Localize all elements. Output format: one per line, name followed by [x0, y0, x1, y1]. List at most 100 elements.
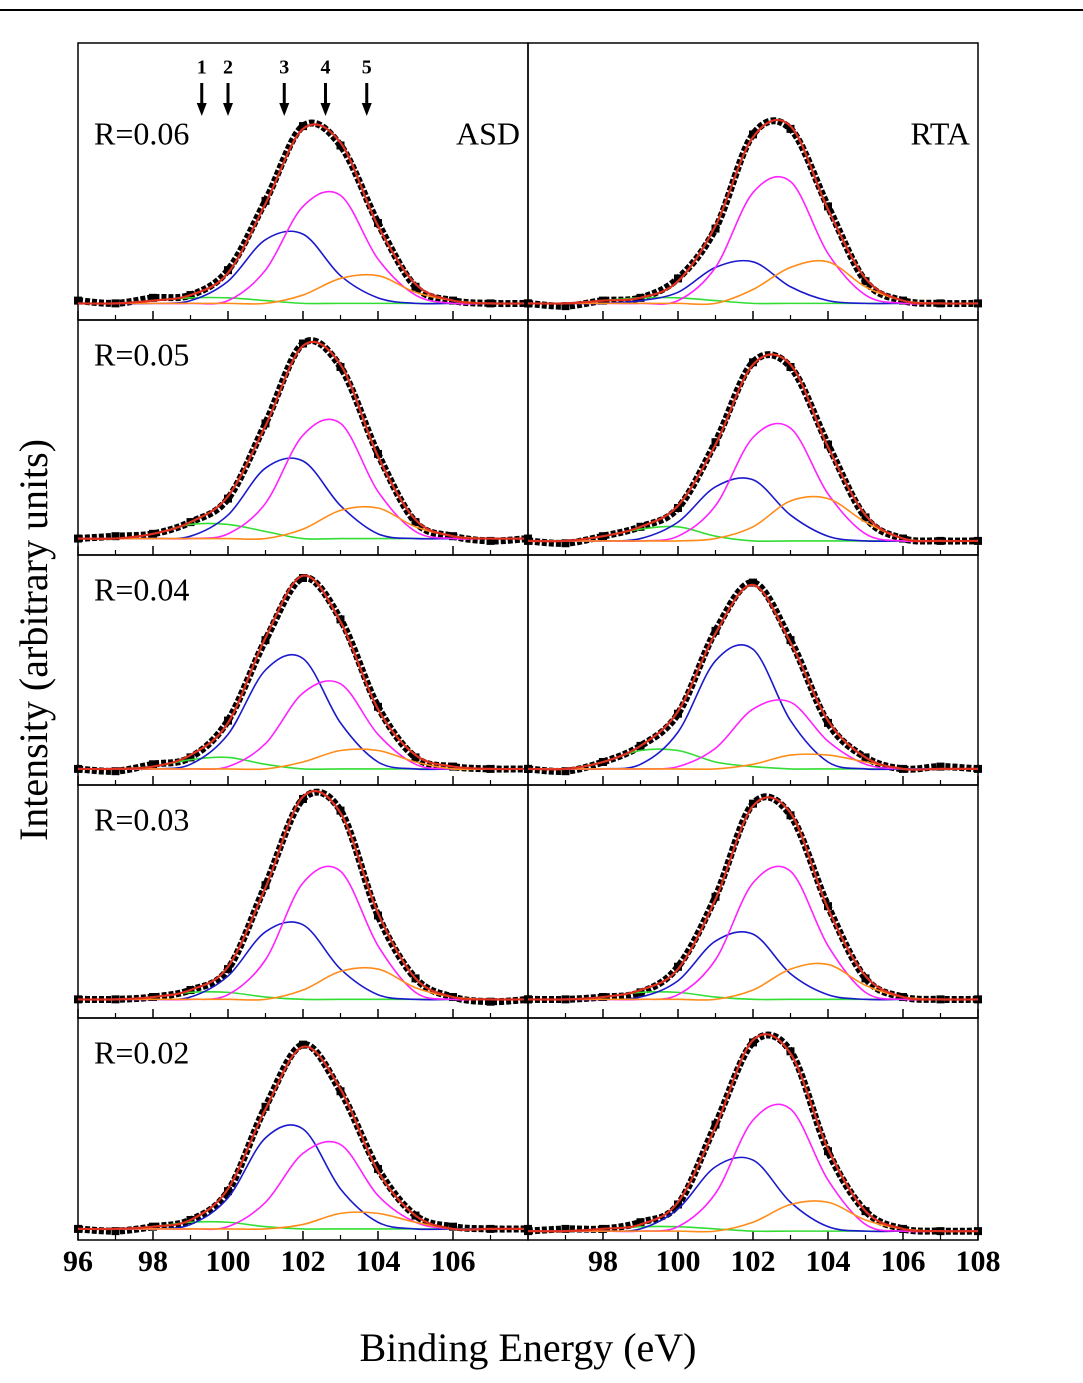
panel-annotation: R=0.06: [94, 115, 189, 151]
data-point: [674, 962, 682, 971]
arrow-head: [361, 103, 372, 116]
data-point: [374, 219, 382, 228]
fit-curve: [527, 796, 979, 1001]
data-point: [111, 1227, 120, 1236]
fit-curve: [77, 340, 529, 540]
data-point: [74, 296, 82, 305]
panel-annotation: R=0.02: [94, 1034, 189, 1070]
x-tick-label: 104: [806, 1245, 851, 1278]
x-tick-label: 100: [206, 1245, 251, 1278]
x-tick-label: 98: [138, 1245, 168, 1278]
data-point: [149, 760, 157, 769]
data-point: [336, 141, 345, 150]
data-point: [711, 626, 720, 635]
arrow-head: [320, 103, 331, 116]
y-axis-label: Intensity (arbitrary units): [11, 439, 56, 841]
data-point: [336, 1087, 345, 1096]
fit-curve: [527, 118, 979, 305]
data-point: [936, 762, 945, 771]
data-point: [674, 709, 682, 718]
data-point: [299, 1040, 307, 1049]
data-point: [224, 1187, 232, 1196]
data-point: [111, 532, 120, 541]
data-point: [261, 196, 270, 205]
x-axis-label: Binding Energy (eV): [360, 1325, 697, 1370]
arrow-label: 4: [321, 57, 331, 79]
x-tick-label: 102: [281, 1245, 326, 1278]
data-point: [411, 518, 420, 527]
data-point: [449, 1222, 457, 1231]
data-point: [749, 358, 757, 367]
fit-curve: [77, 123, 529, 305]
data-point: [224, 266, 232, 275]
arrow-label: 2: [223, 57, 233, 79]
data-point: [149, 293, 157, 302]
data-point: [561, 539, 570, 548]
data-point: [299, 339, 307, 348]
panel-annotation: R=0.05: [94, 336, 189, 372]
data-point: [186, 753, 195, 762]
data-point: [674, 1200, 682, 1209]
data-point: [824, 202, 832, 211]
arrow-label: 3: [279, 57, 289, 79]
x-tick-label: 106: [431, 1245, 476, 1278]
panel-title: RTA: [910, 115, 970, 151]
data-point: [786, 811, 795, 820]
fit-curve: [77, 1045, 528, 1231]
fit-curve: [527, 353, 979, 543]
data-point: [561, 302, 570, 311]
fit-curve: [527, 1033, 979, 1233]
data-point: [224, 494, 232, 503]
fit-curve: [77, 790, 529, 1001]
data-point: [861, 974, 870, 983]
data-point: [674, 274, 682, 283]
data-point: [299, 574, 307, 582]
x-tick-label: 106: [881, 1245, 926, 1278]
fit-curve: [77, 574, 529, 771]
arrow-label: 5: [362, 57, 372, 79]
data-point: [824, 718, 832, 727]
arrow-head: [196, 103, 207, 116]
data-point: [749, 130, 757, 139]
x-tick-label: 96: [63, 1245, 93, 1278]
data-point: [786, 1047, 795, 1056]
arrow-head: [223, 103, 233, 116]
data-point: [749, 799, 757, 808]
data-point: [336, 615, 345, 624]
data-point: [336, 806, 345, 815]
data-point: [561, 767, 570, 776]
x-tick-label: 108: [956, 1245, 1001, 1278]
x-tick-label: 102: [731, 1245, 776, 1278]
data-point: [411, 753, 420, 762]
fit-curve: [78, 748, 528, 771]
arrow-head: [279, 103, 290, 116]
data-point: [636, 1218, 645, 1227]
data-point: [374, 1164, 382, 1173]
data-point: [561, 1224, 570, 1233]
data-point: [299, 794, 307, 803]
panel-annotation: R=0.04: [94, 571, 189, 607]
data-point: [224, 716, 232, 725]
x-tick-label: 98: [588, 1245, 618, 1278]
data-point: [749, 578, 757, 587]
fit-curve: [527, 583, 978, 771]
data-point: [861, 277, 870, 286]
data-point: [786, 124, 795, 133]
data-point: [224, 965, 232, 974]
panel-title: ASD: [456, 115, 520, 151]
data-point: [299, 122, 307, 131]
data-point: [111, 767, 120, 776]
data-point: [411, 282, 420, 291]
data-point: [861, 513, 870, 522]
arrow-label: 1: [197, 57, 207, 79]
data-point: [749, 1038, 757, 1047]
x-tick-label: 100: [656, 1245, 701, 1278]
data-point: [786, 363, 795, 371]
data-point: [486, 536, 495, 545]
data-point: [486, 997, 495, 1006]
data-point: [336, 363, 345, 371]
data-point: [674, 504, 682, 512]
data-point: [711, 224, 720, 233]
